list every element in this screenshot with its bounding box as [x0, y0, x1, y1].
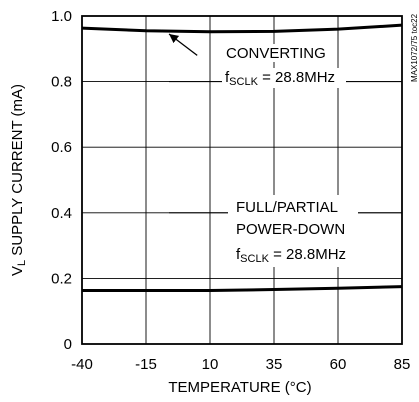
series-line-1	[81, 23, 403, 34]
x-tick-label: -40	[71, 356, 93, 373]
series-layer	[81, 23, 403, 293]
annotation-frequency: fSCLK = 28.8MHz	[236, 246, 346, 265]
y-tick-label: 1.0	[51, 8, 72, 25]
x-tick-labels: -40 -15 10 35 60 85	[71, 356, 410, 373]
x-tick-label: 35	[266, 356, 283, 373]
annotation-label: POWER-DOWN	[236, 221, 345, 238]
y-tick-label: 0.4	[51, 205, 72, 222]
grid	[82, 16, 402, 344]
y-axis-title: VL SUPPLY CURRENT (mA)	[9, 84, 28, 276]
x-tick-label: 10	[202, 356, 219, 373]
annotation-frequency: fSCLK = 28.8MHz	[225, 69, 335, 88]
annotation-power-down: FULL/PARTIAL POWER-DOWN fSCLK = 28.8MHz	[169, 195, 402, 267]
annotation-converting: CONVERTING fSCLK = 28.8MHz	[168, 33, 402, 88]
annotation-arrow	[168, 33, 198, 56]
y-tick-label: 0.6	[51, 139, 72, 156]
annotation-label: FULL/PARTIAL	[236, 199, 338, 216]
y-tick-label: 0.2	[51, 270, 72, 287]
series-line-2	[82, 285, 403, 293]
x-tick-label: -15	[135, 356, 157, 373]
figure-tag: MAX1072/75 toc22	[410, 13, 419, 82]
x-axis-title: TEMPERATURE (°C)	[168, 379, 311, 396]
y-tick-labels: 0 0.2 0.4 0.6 0.8 1.0	[51, 8, 72, 353]
annotation-label: CONVERTING	[226, 45, 326, 62]
y-tick-label: 0.8	[51, 74, 72, 91]
x-tick-label: 60	[330, 356, 347, 373]
x-tick-label: 85	[394, 356, 411, 373]
plot-frame	[81, 15, 403, 345]
y-tick-label: 0	[64, 336, 72, 353]
